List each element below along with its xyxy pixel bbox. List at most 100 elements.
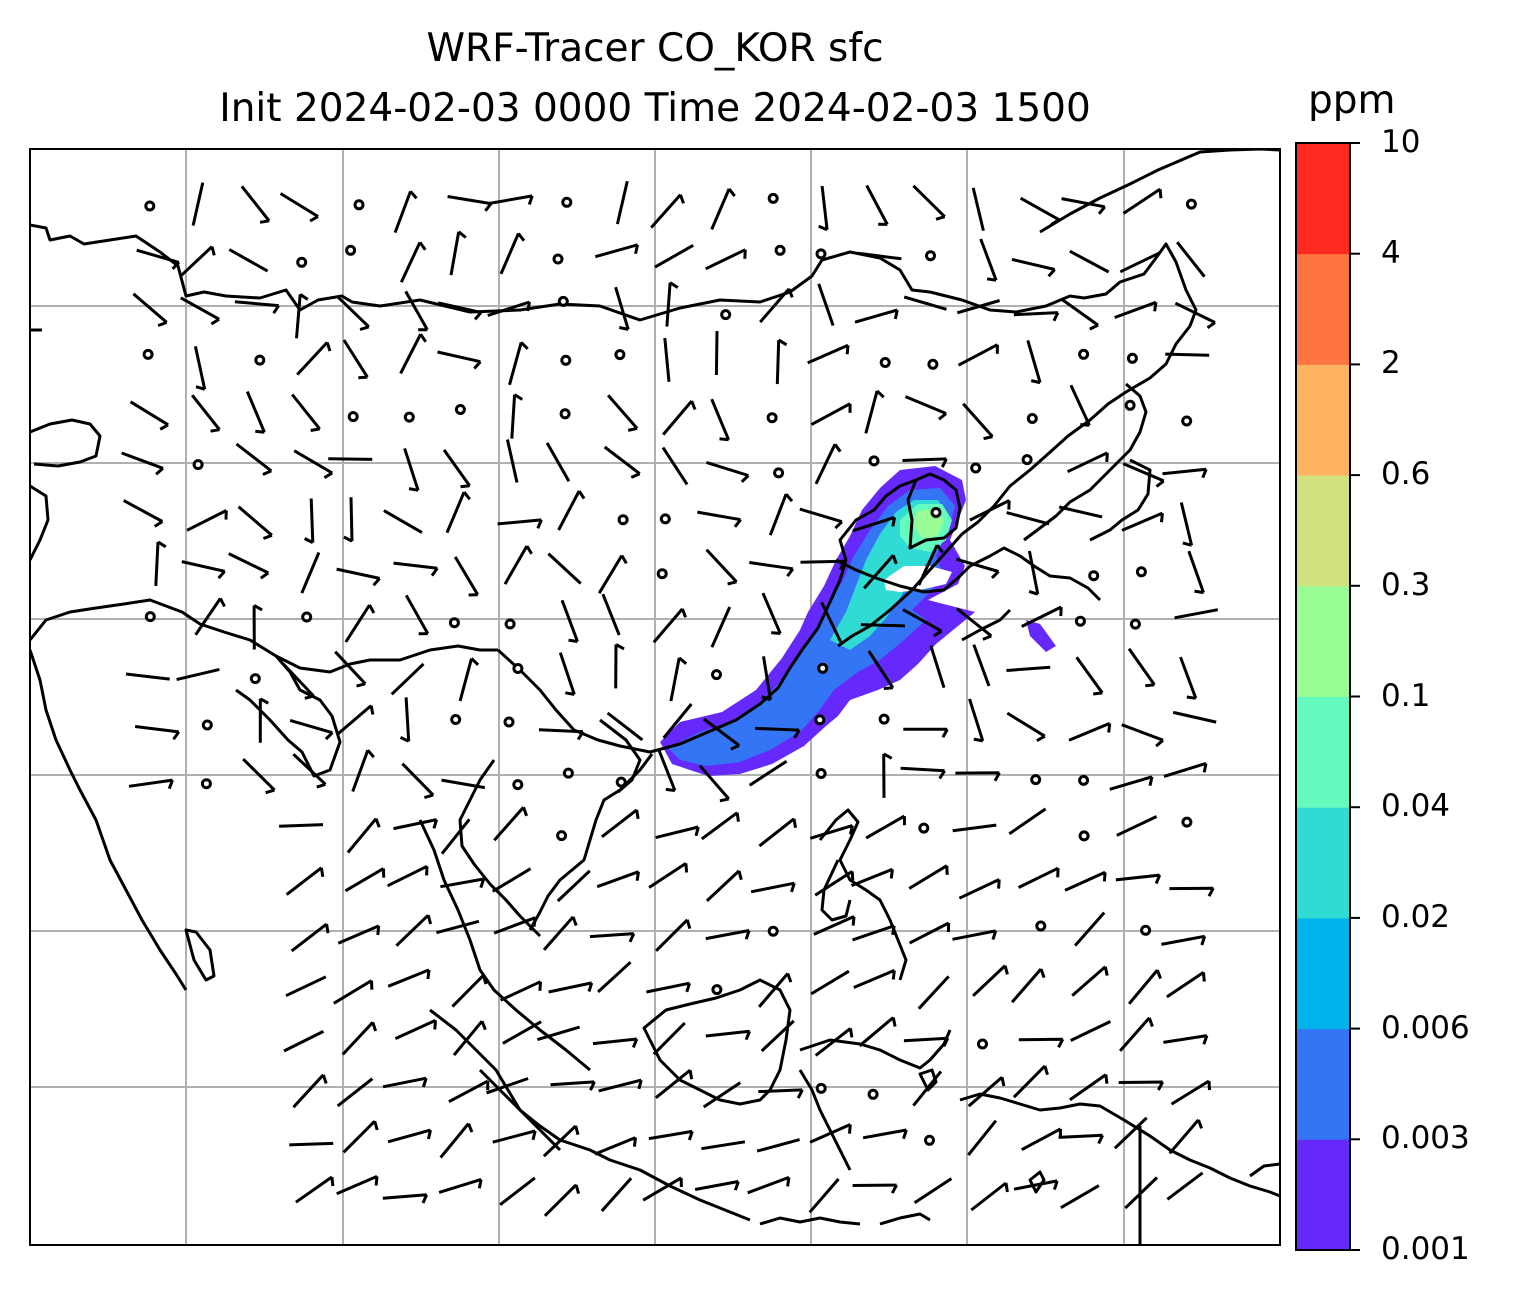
wind-barb [290, 922, 330, 953]
wind-barb [491, 867, 532, 893]
wind-barb [857, 251, 902, 261]
wind-barb [929, 645, 946, 689]
wind-barb [448, 1079, 490, 1104]
wind-barb [289, 1141, 334, 1147]
wind-barb [451, 974, 488, 1008]
calm-wind-circle [711, 669, 722, 681]
wind-barb [904, 395, 948, 421]
calm-wind-circle [142, 348, 154, 360]
wind-barb [487, 300, 531, 317]
wind-barb [499, 980, 542, 1002]
calm-wind-circle [1129, 618, 1141, 630]
wind-barb [705, 248, 747, 271]
calm-wind-circle [766, 412, 778, 424]
calm-wind-circle [403, 411, 415, 423]
calm-wind-circle [1021, 454, 1033, 466]
colorbar-band [1296, 475, 1350, 587]
calm-wind-circle [561, 196, 573, 208]
calm-wind-circle [1135, 566, 1147, 578]
wind-barb [285, 866, 325, 896]
wind-barb [387, 968, 431, 988]
wind-barb [864, 389, 885, 434]
wind-barbs [121, 180, 1219, 1217]
calm-wind-circle [930, 507, 942, 518]
wind-barb [594, 1136, 637, 1156]
wind-barb [191, 394, 221, 433]
wind-barb [903, 295, 947, 311]
wind-barb [437, 350, 482, 370]
wind-barb [700, 811, 740, 841]
wind-barb [1176, 241, 1206, 278]
colorbar-band [1296, 364, 1350, 476]
wind-barb [646, 981, 691, 994]
wind-barb [747, 1175, 791, 1195]
wind-barb [1115, 873, 1162, 885]
wind-barb [596, 870, 640, 889]
map-title-line1: WRF-Tracer CO_KOR sfc [426, 26, 884, 71]
wind-barb [558, 652, 576, 696]
wind-barb [542, 1124, 580, 1158]
wind-barb [502, 1020, 542, 1045]
colorbar-band [1296, 143, 1350, 255]
wind-barb [285, 975, 327, 998]
wind-barb [136, 248, 181, 270]
wind-barb [698, 764, 730, 803]
wind-barb [600, 1177, 633, 1212]
calm-wind-circle [879, 357, 891, 368]
wind-barb [291, 393, 321, 432]
wind-barb [228, 248, 269, 273]
wind-barb [128, 778, 174, 790]
wind-barb [749, 561, 795, 578]
wind-barb [505, 439, 519, 483]
wind-barb [279, 192, 319, 223]
wind-barb [242, 758, 276, 795]
wind-barb [1018, 1037, 1065, 1049]
colorbar-band [1296, 696, 1350, 808]
wind-barb [601, 593, 621, 636]
wind-barb [403, 447, 420, 492]
wind-barb [1017, 866, 1060, 889]
wind-barb [606, 711, 644, 742]
wind-barb [642, 1176, 683, 1202]
wind-barb [1066, 451, 1109, 474]
wind-barb [1119, 251, 1161, 274]
colorbar-unit: ppm [1308, 78, 1396, 123]
wind-barb [758, 1088, 804, 1099]
wind-barb [654, 1069, 694, 1099]
wind-barb [962, 402, 994, 441]
wind-barb [193, 345, 207, 391]
wind-barb [283, 1030, 325, 1053]
wind-barb [493, 916, 537, 935]
calm-wind-circle [1078, 348, 1090, 360]
wind-barb [1121, 723, 1164, 748]
calm-wind-circle [192, 459, 204, 471]
wind-barb [902, 457, 948, 468]
wind-barb [1174, 301, 1216, 330]
colorbar-tick-label: 0.3 [1381, 566, 1431, 603]
wind-barb [440, 818, 471, 855]
wind-barb [344, 604, 376, 643]
wind-barb [958, 878, 1001, 900]
wind-barb [1019, 196, 1060, 226]
wind-barb [176, 667, 220, 682]
wind-barb [807, 343, 850, 365]
calm-wind-circle [774, 244, 786, 256]
wind-barb [333, 979, 374, 1005]
wind-barb [279, 823, 324, 828]
calm-wind-circle [615, 776, 627, 788]
wind-barb [1166, 971, 1206, 999]
wind-barb [440, 877, 486, 889]
wind-barb [598, 1078, 643, 1093]
calm-wind-circle [201, 719, 213, 731]
wind-barb [853, 969, 896, 989]
wind-barb [1070, 1020, 1112, 1042]
calm-wind-circle [918, 822, 930, 834]
wind-barb [1172, 710, 1217, 724]
wind-barb [1012, 1064, 1049, 1099]
calm-wind-circle [659, 513, 671, 525]
wind-barb [1165, 352, 1210, 357]
wind-barb [903, 727, 949, 739]
wind-barb [1118, 1080, 1165, 1091]
wind-barb [917, 544, 944, 586]
